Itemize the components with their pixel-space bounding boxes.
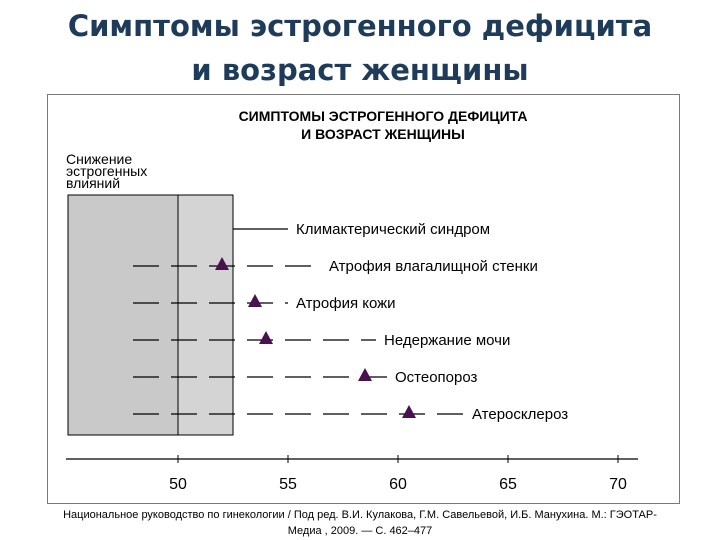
symptom-row: Климактерический синдром xyxy=(233,221,490,238)
figure-title-line-1: СИМПТОМЫ ЭСТРОГЕННОГО ДЕФИЦИТА xyxy=(239,108,528,124)
x-axis-tick-label: 60 xyxy=(389,476,407,493)
diagram-canvas: СИМПТОМЫ ЭСТРОГЕННОГО ДЕФИЦИТА И ВОЗРАСТ… xyxy=(66,108,638,493)
symptom-label: Атеросклероз xyxy=(472,406,568,423)
slide-title: Симптомы эстрогенного дефицита и возраст… xyxy=(0,4,720,92)
slide-title-line-2: и возраст женщины xyxy=(191,53,529,87)
symptom-age-diagram: СИМПТОМЫ ЭСТРОГЕННОГО ДЕФИЦИТА И ВОЗРАСТ… xyxy=(47,94,680,504)
symptom-label: Атрофия кожи xyxy=(296,295,396,312)
onset-marker xyxy=(215,257,229,270)
onset-marker xyxy=(248,294,262,307)
estrogen-decline-region xyxy=(67,194,179,436)
citation-line-1: Национальное руководство по гинекологии … xyxy=(63,509,657,521)
symptom-row: Атеросклероз xyxy=(133,405,568,423)
figure-title-line-2: И ВОЗРАСТ ЖЕНЩИНЫ xyxy=(301,126,465,142)
symptom-row: Остеопороз xyxy=(133,368,478,386)
onset-marker xyxy=(259,331,273,344)
x-axis-tick-label: 65 xyxy=(499,476,517,493)
transition-band xyxy=(177,194,234,436)
legend-line-3: влияний xyxy=(66,175,120,191)
symptom-label: Атрофия влагалищной стенки xyxy=(329,258,538,275)
x-axis-tick-label: 70 xyxy=(609,476,627,493)
legend-line-1: Снижение xyxy=(66,151,132,167)
x-axis-tick-label: 50 xyxy=(169,476,187,493)
symptom-label: Остеопороз xyxy=(395,369,478,386)
x-axis-tick-label: 55 xyxy=(279,476,297,493)
symptom-label: Недержание мочи xyxy=(384,332,510,349)
onset-marker xyxy=(402,405,416,418)
symptom-label: Климактерический синдром xyxy=(296,221,490,238)
onset-marker xyxy=(358,368,372,381)
symptom-row: Атрофия влагалищной стенки xyxy=(133,257,538,275)
symptom-row: Атрофия кожи xyxy=(133,294,396,312)
symptom-row: Недержание мочи xyxy=(133,331,510,349)
citation: Национальное руководство по гинекологии … xyxy=(10,507,710,539)
legend-line-2: эстрогенных xyxy=(66,163,147,179)
citation-line-2: Медиа , 2009. — С. 462–477 xyxy=(287,525,433,537)
slide-title-line-1: Симптомы эстрогенного дефицита xyxy=(67,9,653,43)
